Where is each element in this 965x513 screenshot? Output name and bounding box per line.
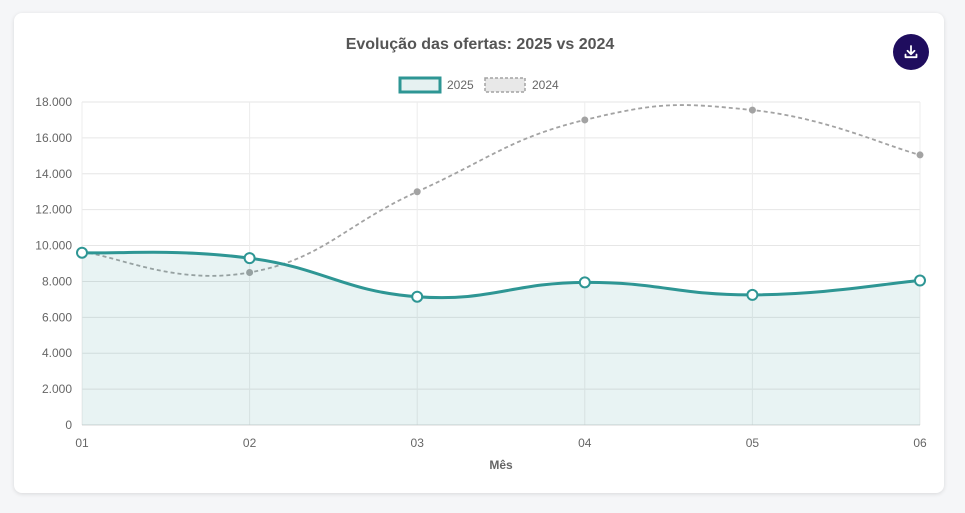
download-icon	[904, 45, 918, 59]
series-2025-point[interactable]	[578, 276, 591, 289]
series-2025-point[interactable]	[746, 288, 759, 301]
y-tick-label: 12.000	[35, 203, 72, 217]
y-tick-label: 4.000	[42, 346, 72, 360]
y-tick-label: 18.000	[35, 95, 72, 109]
legend: 2025 2024	[398, 76, 559, 94]
download-button[interactable]	[893, 34, 929, 70]
legend-label-2025: 2025	[447, 78, 474, 92]
series-2025-point[interactable]	[76, 246, 88, 259]
x-axis: 01 02 03 04 05 06	[75, 436, 927, 450]
series-2024-point[interactable]	[413, 188, 421, 196]
y-tick-label: 0	[65, 418, 72, 432]
series-2025-point[interactable]	[243, 252, 256, 265]
y-tick-label: 14.000	[35, 167, 72, 181]
y-axis: 0 2.000 4.000 6.000 8.000 10.000 12.000 14.000 1…	[35, 95, 72, 432]
series-2024-point[interactable]	[246, 268, 254, 276]
grid	[81, 101, 921, 426]
series-2024-point[interactable]	[916, 151, 924, 159]
legend-item-2025[interactable]: 2025	[398, 76, 474, 94]
legend-swatch-2024	[484, 77, 526, 93]
x-tick-label: 01	[75, 436, 89, 450]
y-tick-label: 2.000	[42, 382, 72, 396]
x-tick-label: 05	[746, 436, 760, 450]
series-2024-line	[81, 104, 921, 277]
series-layer	[76, 104, 926, 425]
x-axis-title: Mês	[489, 458, 513, 472]
series-2025-point[interactable]	[411, 290, 424, 303]
series-2025-area	[82, 252, 920, 425]
x-tick-label: 02	[243, 436, 257, 450]
y-tick-label: 10.000	[35, 239, 72, 253]
series-2024-point[interactable]	[748, 106, 756, 114]
legend-item-2024[interactable]: 2024	[484, 77, 559, 93]
y-tick-label: 8.000	[42, 274, 72, 288]
x-tick-label: 04	[578, 436, 592, 450]
legend-label-2024: 2024	[532, 78, 559, 92]
series-2025-point[interactable]	[914, 274, 926, 287]
x-tick-label: 06	[913, 436, 927, 450]
chart-title: Evolução das ofertas: 2025 vs 2024	[346, 36, 615, 53]
y-tick-label: 6.000	[42, 310, 72, 324]
series-2024-point[interactable]	[581, 116, 589, 124]
series-2025-line	[81, 250, 921, 300]
y-tick-label: 16.000	[35, 131, 72, 145]
x-tick-label: 03	[411, 436, 425, 450]
legend-swatch-2025	[398, 76, 442, 94]
